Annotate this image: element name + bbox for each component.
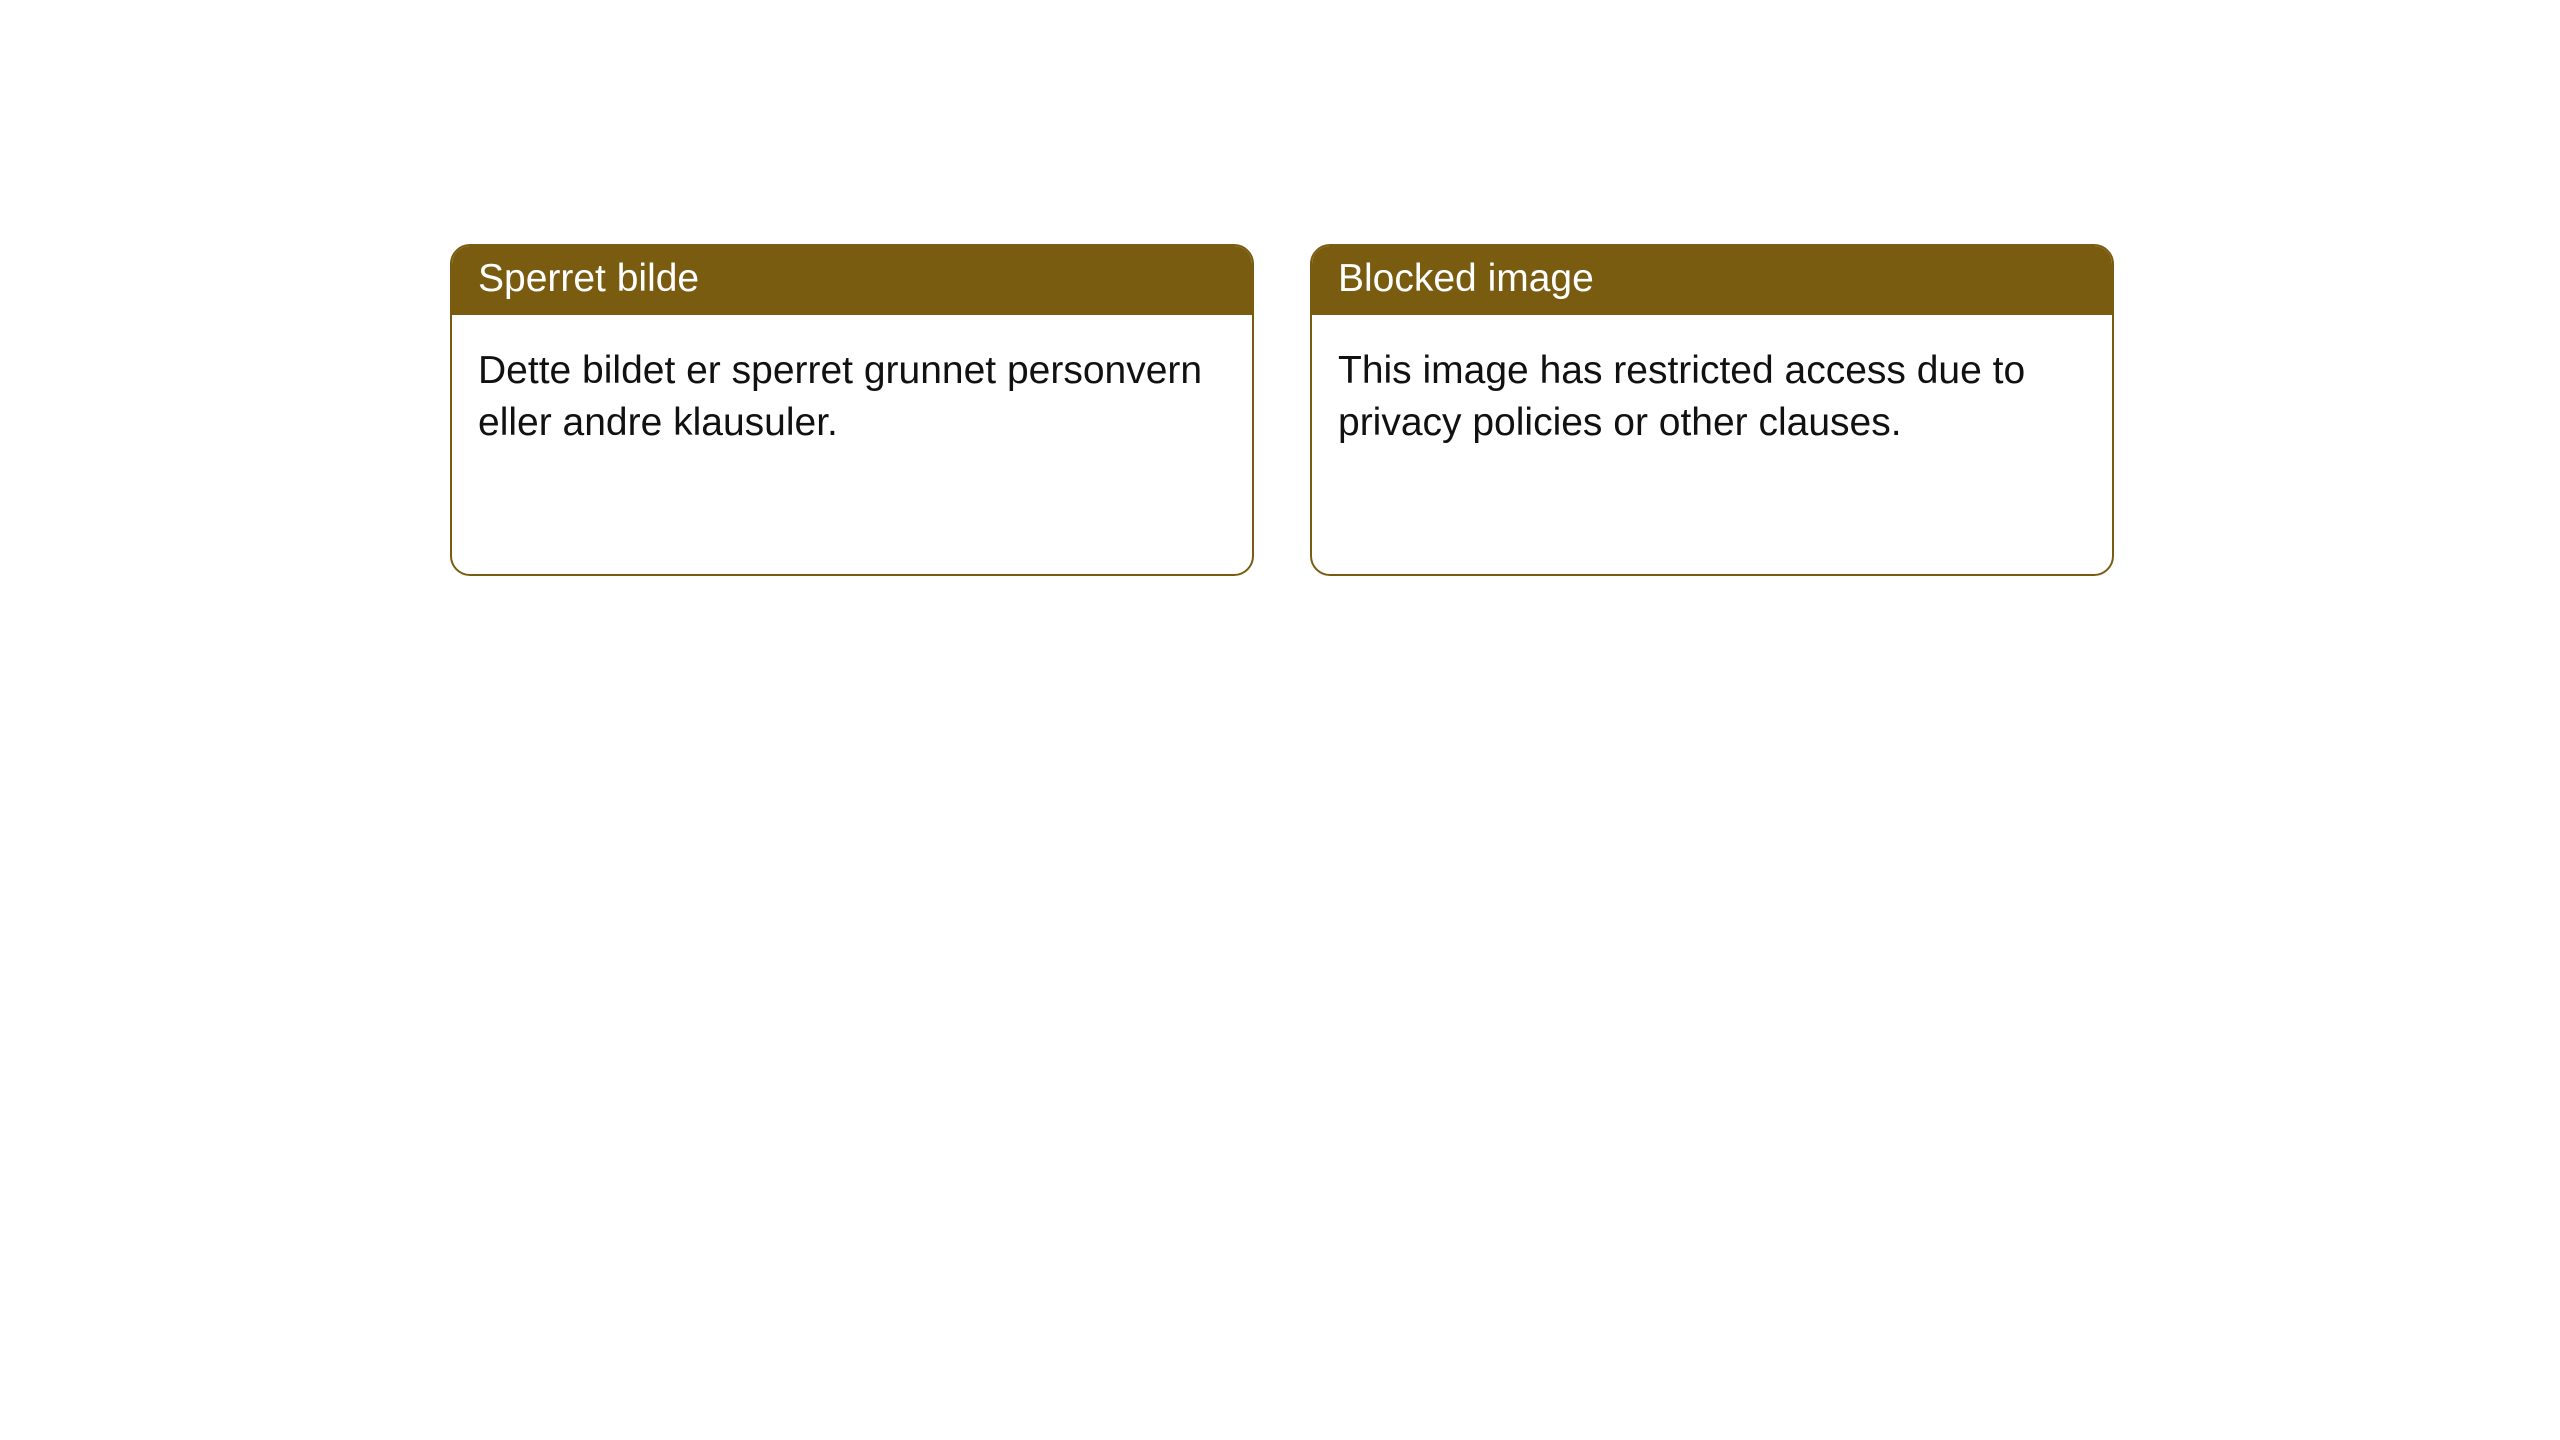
notice-container: Sperret bilde Dette bildet er sperret gr… <box>0 0 2560 576</box>
notice-card-body: This image has restricted access due to … <box>1312 315 2112 480</box>
notice-card-en: Blocked image This image has restricted … <box>1310 244 2114 576</box>
notice-card-body: Dette bildet er sperret grunnet personve… <box>452 315 1252 480</box>
notice-card-title: Sperret bilde <box>452 246 1252 315</box>
notice-card-no: Sperret bilde Dette bildet er sperret gr… <box>450 244 1254 576</box>
notice-card-title: Blocked image <box>1312 246 2112 315</box>
